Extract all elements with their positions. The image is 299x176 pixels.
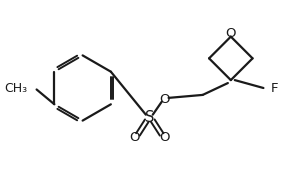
Text: O: O (159, 131, 170, 144)
Text: S: S (145, 110, 155, 125)
Text: CH₃: CH₃ (4, 82, 28, 95)
Text: O: O (225, 27, 236, 40)
Text: F: F (270, 81, 278, 95)
Text: O: O (130, 131, 140, 144)
Text: O: O (159, 93, 170, 106)
